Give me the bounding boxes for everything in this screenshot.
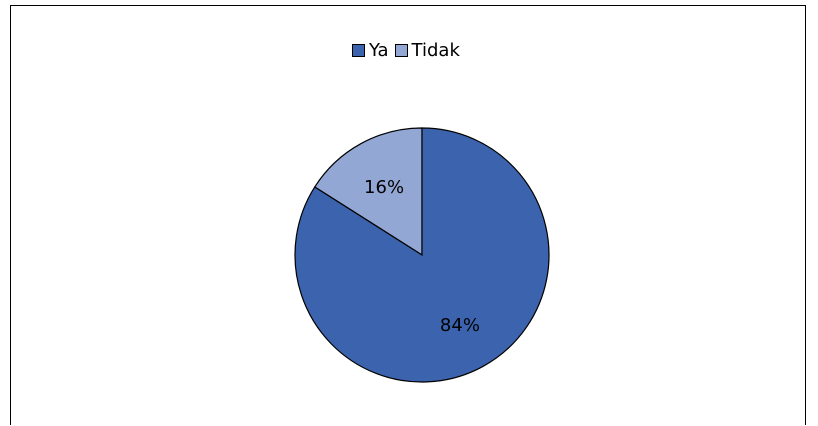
data-label-tidak: 16% bbox=[364, 177, 404, 198]
legend-label-ya: Ya bbox=[369, 40, 389, 61]
legend-swatch-tidak bbox=[394, 44, 408, 57]
legend-label-tidak: Tidak bbox=[411, 40, 460, 61]
pie-slice-ya bbox=[294, 127, 550, 383]
legend-item-tidak: Tidak bbox=[394, 40, 460, 61]
legend: Ya Tidak bbox=[352, 40, 460, 61]
legend-swatch-ya bbox=[352, 44, 365, 57]
pie-slice-tidak bbox=[313, 127, 423, 257]
legend-item-ya: Ya bbox=[352, 40, 389, 61]
chart-area: 16% 84% bbox=[10, 5, 806, 425]
data-label-ya: 84% bbox=[440, 315, 480, 336]
